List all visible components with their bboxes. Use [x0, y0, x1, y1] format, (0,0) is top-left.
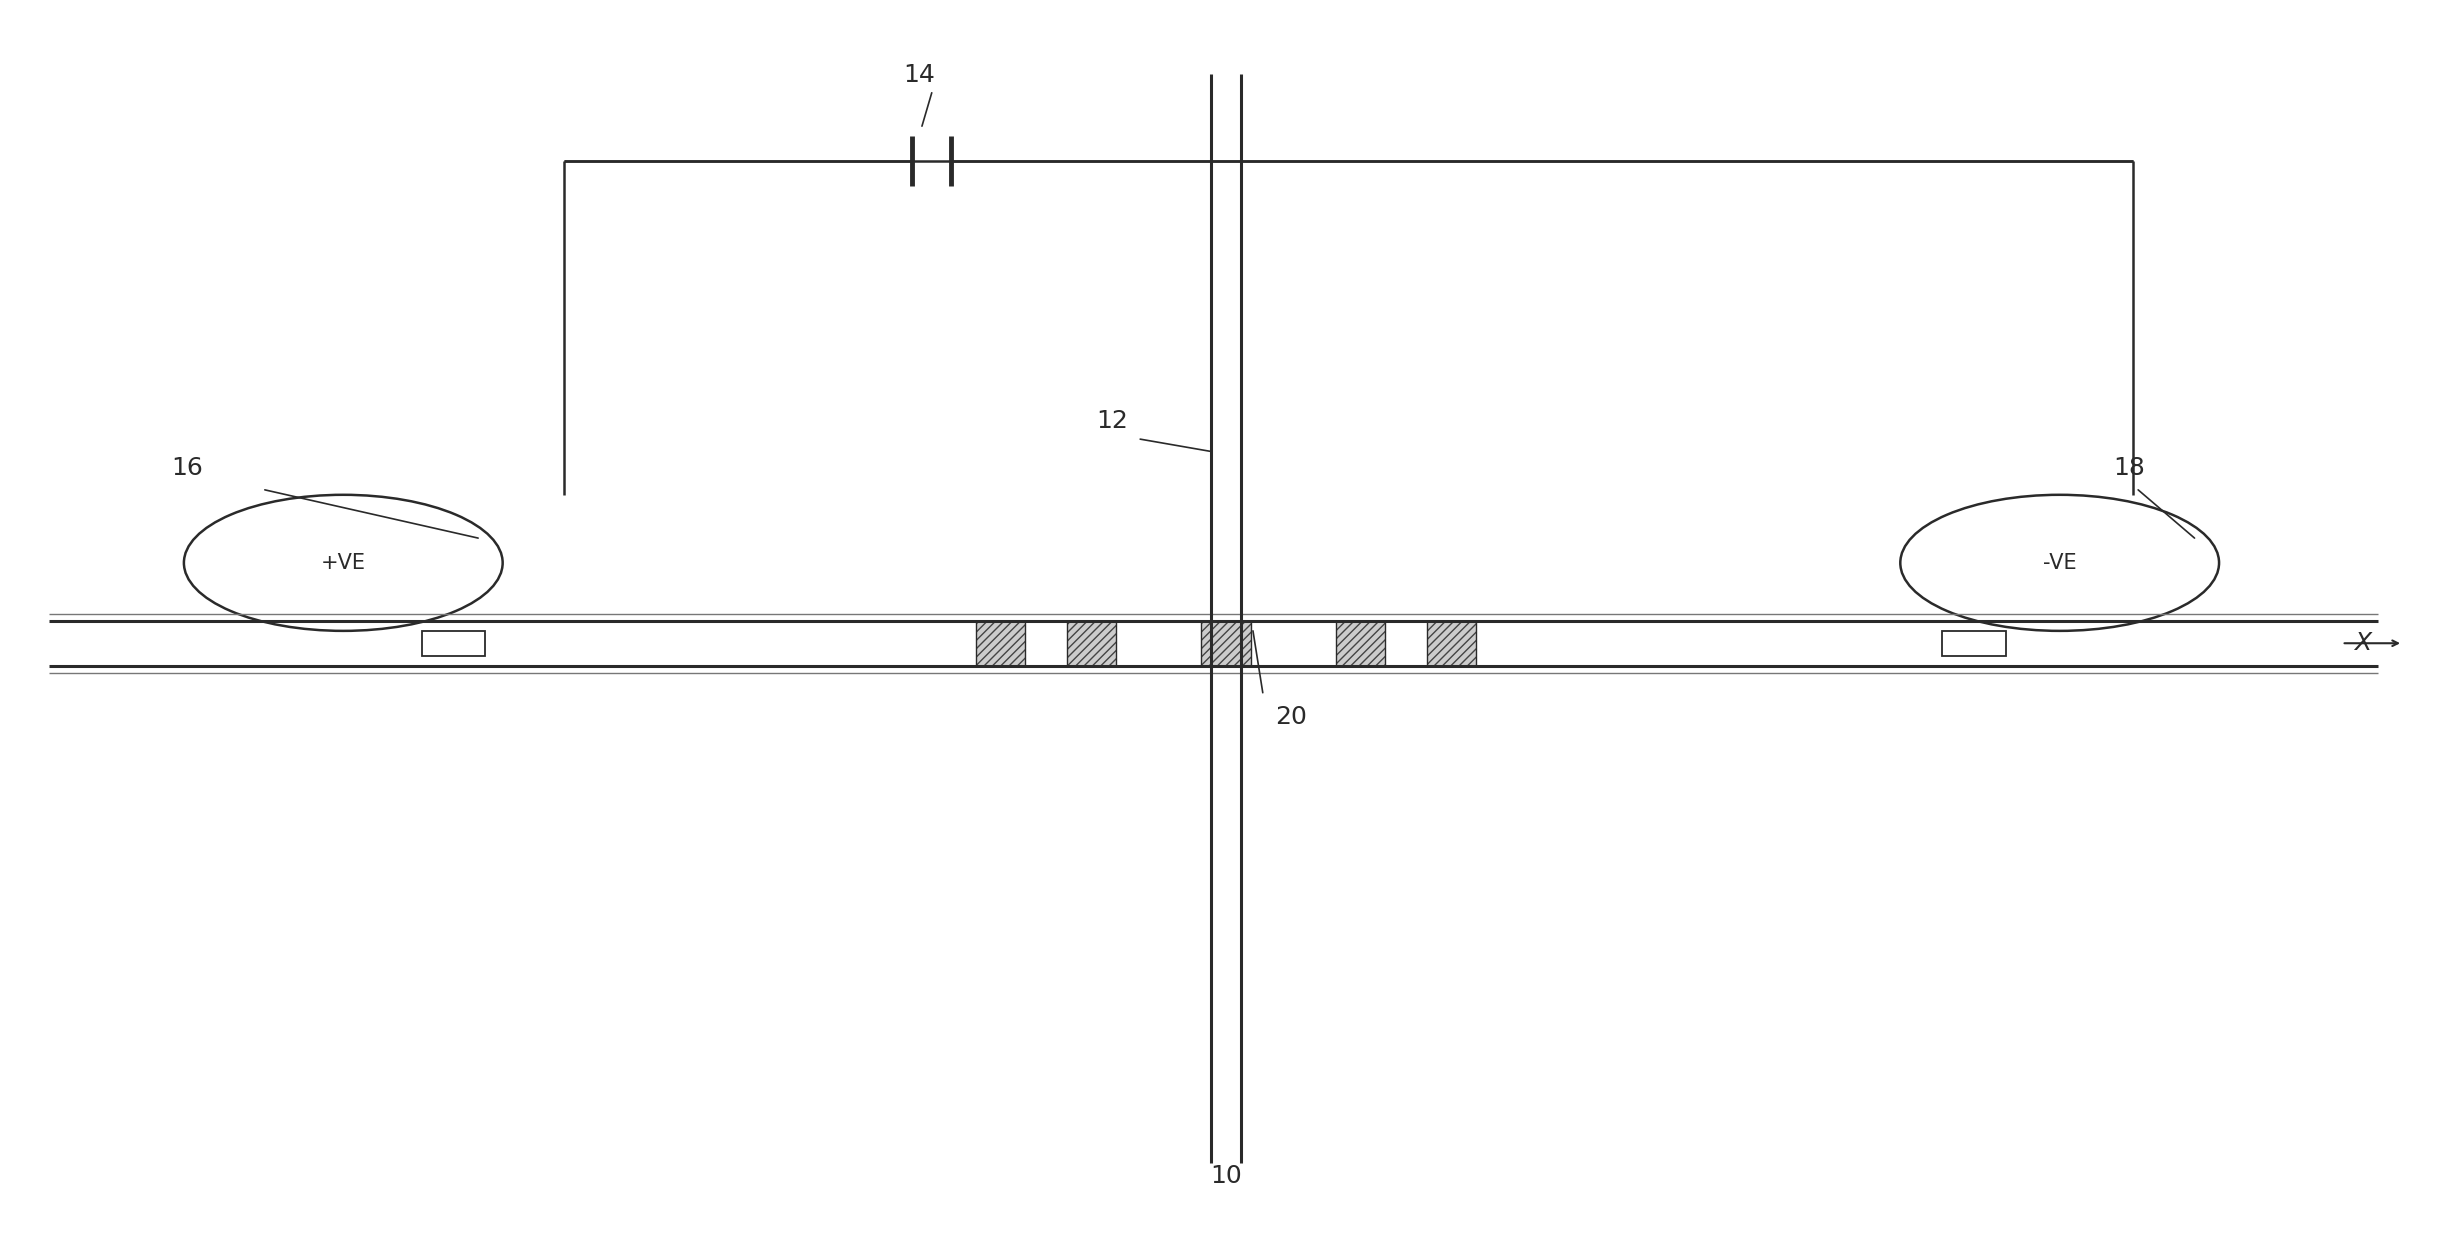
- Text: 14: 14: [905, 63, 934, 87]
- Bar: [1067, 621, 1116, 666]
- Text: X: X: [2354, 631, 2371, 656]
- Text: 20: 20: [1275, 705, 1307, 729]
- Bar: [1427, 621, 1476, 666]
- Text: 18: 18: [2114, 456, 2146, 480]
- Text: 16: 16: [172, 456, 204, 480]
- Text: +VE: +VE: [321, 553, 365, 573]
- Bar: [1427, 621, 1476, 666]
- Bar: [976, 621, 1025, 666]
- Ellipse shape: [184, 495, 503, 631]
- Bar: [1336, 621, 1385, 666]
- Bar: [1942, 631, 2006, 656]
- Bar: [422, 631, 485, 656]
- Bar: [1336, 621, 1385, 666]
- Bar: [1201, 621, 1251, 666]
- Bar: [976, 621, 1025, 666]
- Text: 10: 10: [1211, 1164, 1241, 1188]
- Ellipse shape: [1900, 495, 2219, 631]
- Text: 12: 12: [1096, 409, 1128, 433]
- Bar: [1067, 621, 1116, 666]
- Text: -VE: -VE: [2043, 553, 2077, 573]
- Bar: [1201, 621, 1251, 666]
